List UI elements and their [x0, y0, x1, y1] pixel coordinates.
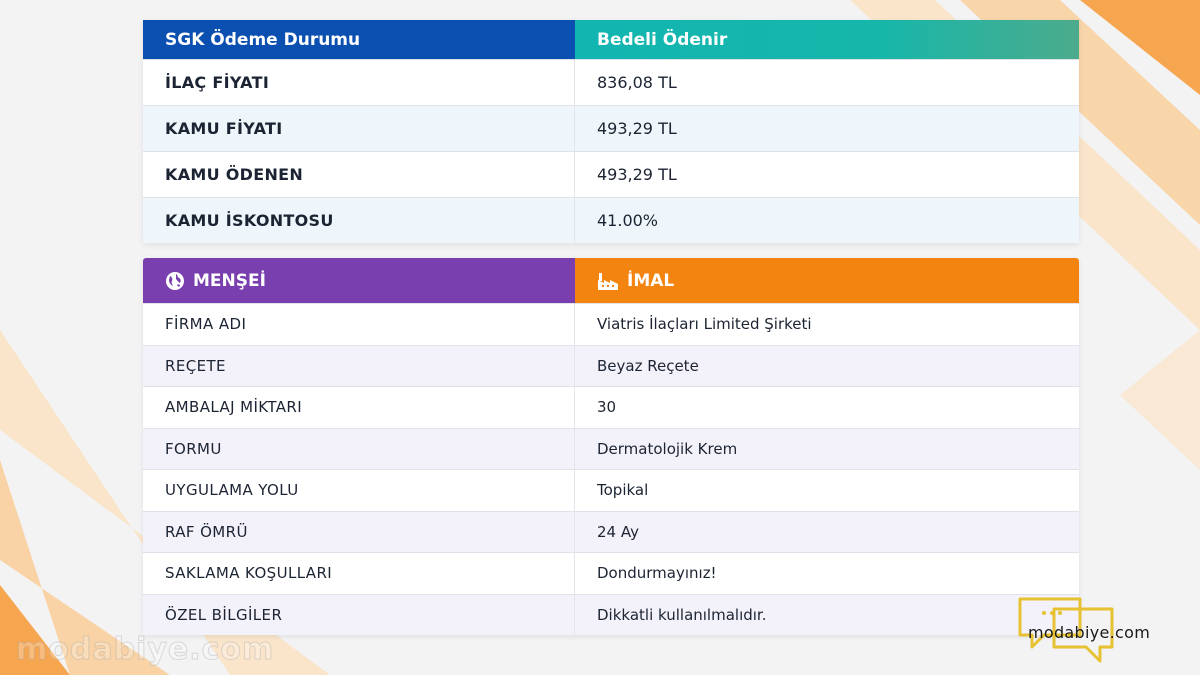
row-label: ÖZEL BİLGİLER	[143, 594, 575, 635]
sgk-payment-status-value: Bedeli Ödenir	[575, 20, 1079, 59]
watermark-text: modabiye.com	[15, 632, 275, 668]
site-logo: modabiye.com	[1014, 595, 1174, 667]
table-row: FİRMA ADI Viatris İlaçları Limited Şirke…	[143, 303, 1079, 345]
info-table-header: MENŞEİ İMAL	[143, 258, 1079, 303]
origin-header-label: MENŞEİ	[193, 270, 266, 291]
row-value: Viatris İlaçları Limited Şirketi	[597, 315, 812, 334]
table-row: FORMU Dermatolojik Krem	[143, 427, 1079, 469]
row-label: KAMU ÖDENEN	[143, 152, 575, 197]
table-row: KAMU ÖDENEN 493,29 TL	[143, 151, 1079, 197]
logo-text: modabiye.com	[1028, 623, 1151, 642]
sgk-payment-table: SGK Ödeme Durumu Bedeli Ödenir İLAÇ FİYA…	[143, 20, 1079, 243]
table-row: RAF ÖMRÜ 24 Ay	[143, 510, 1079, 552]
row-label: KAMU İSKONTOSU	[143, 198, 575, 243]
row-label: AMBALAJ MİKTARI	[143, 387, 575, 428]
row-value: 836,08 TL	[597, 73, 677, 92]
row-value: Beyaz Reçete	[597, 356, 699, 375]
row-label: RAF ÖMRÜ	[143, 511, 575, 552]
row-value: 30	[597, 398, 617, 417]
manufacture-header: İMAL	[575, 258, 1079, 303]
table-row: ÖZEL BİLGİLER Dikkatli kullanılmalıdır.	[143, 593, 1079, 635]
origin-header: MENŞEİ	[143, 258, 575, 303]
table-row: SAKLAMA KOŞULLARI Dondurmayınız!	[143, 552, 1079, 594]
row-label: UYGULAMA YOLU	[143, 470, 575, 511]
table-row: UYGULAMA YOLU Topikal	[143, 469, 1079, 511]
manufacture-header-label: İMAL	[627, 270, 675, 291]
row-label: SAKLAMA KOŞULLARI	[143, 553, 575, 594]
table-row: İLAÇ FİYATI 836,08 TL	[143, 59, 1079, 105]
sgk-payment-status-header: SGK Ödeme Durumu	[143, 20, 575, 59]
product-info-table: MENŞEİ İMAL FİRMA ADI Viatris İlaçları L…	[143, 258, 1079, 635]
factory-icon	[597, 271, 619, 291]
table-row: KAMU FİYATI 493,29 TL	[143, 105, 1079, 151]
row-value: Dondurmayınız!	[597, 564, 717, 583]
row-value: 493,29 TL	[597, 165, 677, 184]
row-value: 41.00%	[597, 211, 659, 230]
table-row: REÇETE Beyaz Reçete	[143, 344, 1079, 386]
row-label: REÇETE	[143, 345, 575, 386]
globe-icon	[165, 271, 185, 291]
row-value: Topikal	[597, 481, 649, 500]
row-label: KAMU FİYATI	[143, 106, 575, 151]
row-value: 24 Ay	[597, 522, 639, 541]
row-value: 493,29 TL	[597, 119, 677, 138]
table-row: KAMU İSKONTOSU 41.00%	[143, 197, 1079, 243]
row-value: Dermatolojik Krem	[597, 439, 738, 458]
table-row: AMBALAJ MİKTARI 30	[143, 386, 1079, 428]
row-label: FORMU	[143, 428, 575, 469]
row-label: FİRMA ADI	[143, 304, 575, 345]
sgk-table-header: SGK Ödeme Durumu Bedeli Ödenir	[143, 20, 1079, 59]
row-label: İLAÇ FİYATI	[143, 60, 575, 105]
row-value: Dikkatli kullanılmalıdır.	[597, 605, 767, 624]
